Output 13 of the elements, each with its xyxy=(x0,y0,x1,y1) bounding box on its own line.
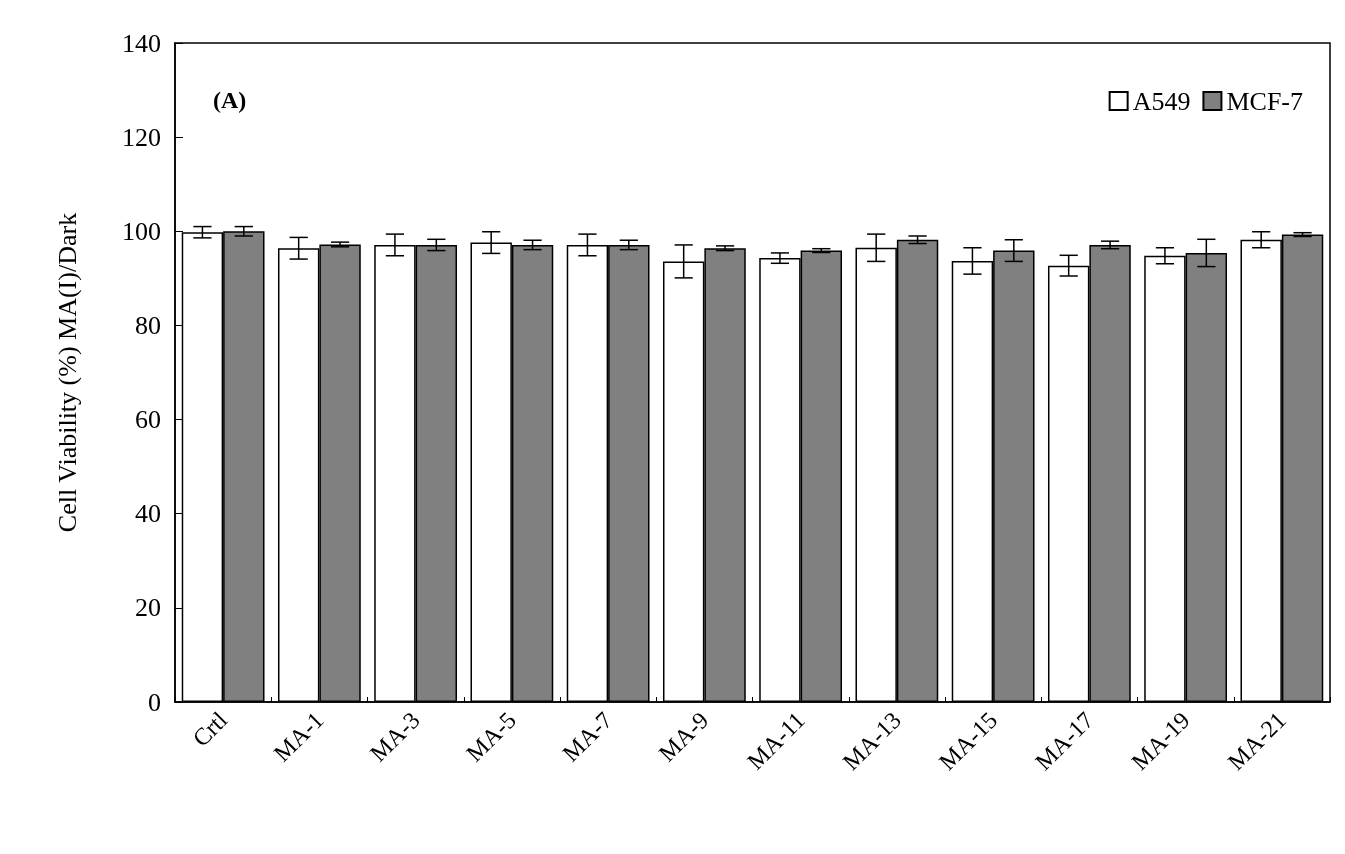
y-tick-label: 120 xyxy=(122,122,161,152)
y-axis-title: Cell Viability (%) MA(I)/Dark xyxy=(52,212,82,533)
y-tick-label: 0 xyxy=(148,687,161,717)
x-tick-label: Crtl xyxy=(187,706,233,752)
y-tick-label: 60 xyxy=(135,405,161,435)
y-tick-label: 40 xyxy=(135,499,161,529)
annotation: (A) xyxy=(213,87,247,113)
y-tick-label: 100 xyxy=(122,216,161,246)
y-tick-label: 80 xyxy=(135,310,161,340)
y-tick-label: 20 xyxy=(135,593,161,623)
y-tick-label: 140 xyxy=(122,28,161,58)
legend-label: A549 xyxy=(1132,86,1191,116)
legend-label: MCF-7 xyxy=(1226,86,1303,116)
